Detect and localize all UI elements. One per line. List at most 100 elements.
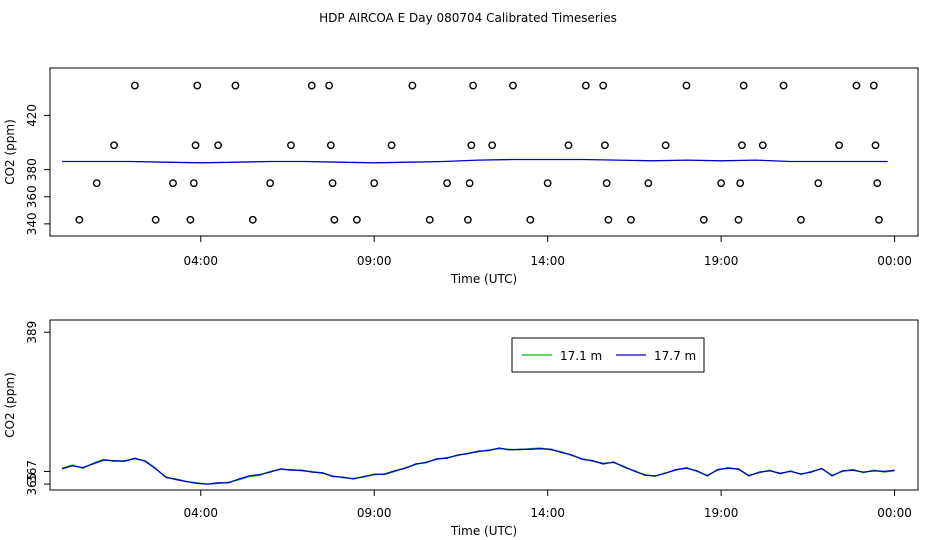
- data-point: [543, 179, 552, 188]
- series-line-1: [61, 447, 895, 485]
- chart-panel-top: 340 360 380 420 04:00 09:00 14:00 19:00 00:00 T…: [3, 67, 919, 286]
- y-tick-label: 340: [25, 212, 39, 235]
- x-tick-label: 14:00: [530, 506, 565, 520]
- data-point: [191, 141, 200, 150]
- data-point: [266, 179, 275, 188]
- data-point: [644, 179, 653, 188]
- series-group-bottom: [61, 447, 895, 485]
- data-point: [682, 81, 691, 90]
- data-point: [758, 141, 767, 150]
- data-point: [599, 81, 608, 90]
- data-point: [526, 215, 535, 224]
- data-point: [465, 179, 474, 188]
- legend-label-series-1: 17.1 m: [560, 349, 602, 363]
- y-tick-label: 420: [25, 104, 39, 127]
- x-tick-label: 19:00: [704, 506, 739, 520]
- data-point: [797, 215, 805, 224]
- data-point: [852, 81, 861, 90]
- x-tick-label: 19:00: [704, 254, 739, 268]
- data-point: [739, 81, 748, 90]
- data-point: [779, 81, 788, 90]
- y-tick-label: 367: [25, 460, 39, 483]
- data-point: [370, 179, 379, 188]
- data-point: [661, 141, 670, 150]
- x-tick-label: 09:00: [357, 506, 392, 520]
- data-point: [307, 81, 316, 90]
- data-point: [602, 179, 611, 188]
- series-line-2: [61, 447, 895, 485]
- data-point: [328, 179, 337, 188]
- data-point: [110, 141, 118, 150]
- data-point: [214, 141, 223, 150]
- plot-frame-bottom: [49, 319, 919, 491]
- data-point: [467, 141, 476, 150]
- x-tick-label: 14:00: [530, 254, 565, 268]
- data-point: [738, 141, 746, 150]
- data-point: [248, 215, 257, 224]
- y-axis-label-bottom: CO2 (ppm): [3, 372, 17, 438]
- data-point: [869, 81, 878, 90]
- data-point: [325, 81, 334, 90]
- x-axis-bottom: 04:00 09:00 14:00 19:00 00:00: [183, 489, 912, 520]
- data-point: [581, 81, 590, 90]
- x-axis-top: 04:00 09:00 14:00 19:00 00:00: [183, 235, 912, 268]
- data-point: [330, 215, 339, 224]
- data-point: [814, 179, 823, 188]
- data-point: [873, 179, 882, 188]
- data-point: [231, 81, 240, 90]
- y-tick-label: 380: [25, 158, 39, 181]
- y-tick-label: 389: [25, 321, 39, 344]
- x-tick-label: 00:00: [877, 506, 912, 520]
- data-point: [875, 215, 883, 224]
- data-point: [463, 215, 472, 224]
- y-axis-label-top: CO2 (ppm): [3, 119, 17, 185]
- data-point: [488, 141, 497, 150]
- data-point: [627, 215, 635, 224]
- legend-label-series-2: 17.7 m: [654, 349, 696, 363]
- data-point: [835, 141, 843, 150]
- data-point: [736, 179, 745, 188]
- y-tick-label: 365: [25, 473, 39, 496]
- x-axis-label-top: Time (UTC): [450, 272, 517, 286]
- legend: 17.1 m 17.7 m: [511, 337, 705, 373]
- x-tick-label: 04:00: [183, 506, 218, 520]
- x-tick-label: 09:00: [357, 254, 392, 268]
- data-point: [130, 81, 139, 90]
- data-point: [734, 215, 743, 224]
- data-point: [564, 141, 573, 150]
- data-point: [189, 179, 198, 188]
- figure-title: HDP AIRCOA E Day 080704 Calibrated Times…: [319, 11, 617, 25]
- x-tick-label: 00:00: [877, 254, 912, 268]
- marker-group-top: [75, 81, 883, 224]
- data-point: [193, 81, 202, 90]
- data-point: [443, 179, 451, 188]
- data-point: [717, 179, 726, 188]
- x-axis-label-bottom: Time (UTC): [450, 524, 517, 538]
- y-axis-top: 340 360 380 420: [25, 104, 51, 235]
- data-point: [601, 141, 609, 150]
- series-group-top: [62, 158, 888, 164]
- x-tick-label: 04:00: [183, 254, 218, 268]
- data-point: [186, 215, 195, 224]
- data-point: [326, 141, 335, 150]
- data-point: [425, 215, 434, 224]
- data-point: [287, 141, 295, 150]
- data-point: [469, 81, 477, 90]
- data-point: [387, 141, 396, 150]
- y-tick-label: 360: [25, 185, 39, 208]
- data-point: [92, 179, 101, 188]
- data-point: [75, 215, 84, 224]
- data-point: [408, 81, 417, 90]
- data-point: [509, 81, 517, 90]
- data-point: [151, 215, 160, 224]
- data-point: [169, 179, 177, 188]
- series-line-1: [62, 158, 888, 164]
- data-point: [352, 215, 361, 224]
- data-point: [871, 141, 880, 150]
- plot-frame-top: [49, 67, 919, 237]
- data-point: [699, 215, 708, 224]
- data-point: [604, 215, 613, 224]
